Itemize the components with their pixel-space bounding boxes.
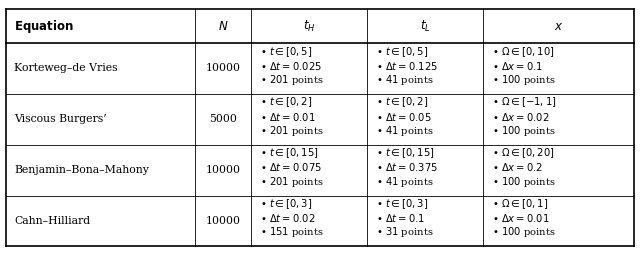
Text: • $\Delta x = 0.2$: • $\Delta x = 0.2$: [492, 161, 542, 173]
Text: • $201$ points: • $201$ points: [260, 124, 324, 138]
Text: • $t \in [0, 15]$: • $t \in [0, 15]$: [260, 147, 319, 160]
Text: • $201$ points: • $201$ points: [260, 73, 324, 87]
Text: 10000: 10000: [205, 64, 240, 73]
Text: 10000: 10000: [205, 216, 240, 226]
Text: 10000: 10000: [205, 165, 240, 175]
Text: • $t \in [0, 3]$: • $t \in [0, 3]$: [376, 197, 428, 211]
Text: • $\Delta t = 0.1$: • $\Delta t = 0.1$: [376, 212, 425, 224]
Text: • $t \in [0, 5]$: • $t \in [0, 5]$: [376, 45, 428, 59]
Text: • $100$ points: • $100$ points: [492, 124, 556, 138]
Text: • $31$ points: • $31$ points: [376, 226, 433, 239]
Text: • $\Delta t = 0.05$: • $\Delta t = 0.05$: [376, 111, 431, 123]
Text: $N$: $N$: [218, 20, 228, 33]
Text: • $t \in [0, 3]$: • $t \in [0, 3]$: [260, 197, 312, 211]
Text: • $\Delta t = 0.125$: • $\Delta t = 0.125$: [376, 60, 438, 72]
Text: • $41$ points: • $41$ points: [376, 73, 433, 87]
Text: • $t \in [0, 15]$: • $t \in [0, 15]$: [376, 147, 435, 160]
Text: • $\Omega \in [-1, 1]$: • $\Omega \in [-1, 1]$: [492, 96, 556, 109]
Text: • $t \in [0, 5]$: • $t \in [0, 5]$: [260, 45, 312, 59]
Text: $t_H$: $t_H$: [303, 19, 316, 34]
Text: • $\Delta t = 0.075$: • $\Delta t = 0.075$: [260, 161, 322, 173]
Text: • $41$ points: • $41$ points: [376, 174, 433, 189]
Text: • $\Delta x = 0.01$: • $\Delta x = 0.01$: [492, 212, 549, 224]
Text: • $\Delta t = 0.02$: • $\Delta t = 0.02$: [260, 212, 315, 224]
Text: $t_L$: $t_L$: [420, 19, 431, 34]
Text: • $151$ points: • $151$ points: [260, 226, 324, 239]
Text: • $\Delta x = 0.1$: • $\Delta x = 0.1$: [492, 60, 543, 72]
Text: Korteweg–de Vries: Korteweg–de Vries: [14, 64, 118, 73]
Text: • $\Delta t = 0.375$: • $\Delta t = 0.375$: [376, 161, 438, 173]
Text: • $\Delta t = 0.01$: • $\Delta t = 0.01$: [260, 111, 316, 123]
Text: $\mathbf{Equation}$: $\mathbf{Equation}$: [14, 18, 74, 35]
Text: 5000: 5000: [209, 114, 237, 124]
Text: • $100$ points: • $100$ points: [492, 226, 556, 239]
Text: • $t \in [0, 2]$: • $t \in [0, 2]$: [376, 96, 428, 109]
Text: • $\Omega \in [0, 20]$: • $\Omega \in [0, 20]$: [492, 147, 554, 160]
Text: $x$: $x$: [554, 20, 563, 33]
Text: • $\Delta x = 0.02$: • $\Delta x = 0.02$: [492, 111, 549, 123]
Text: Benjamin–Bona–Mahony: Benjamin–Bona–Mahony: [14, 165, 149, 175]
Text: • $\Delta t = 0.025$: • $\Delta t = 0.025$: [260, 60, 322, 72]
Text: • $\Omega \in [0, 1]$: • $\Omega \in [0, 1]$: [492, 197, 548, 211]
Text: • $201$ points: • $201$ points: [260, 174, 324, 189]
Text: • $\Omega \in [0, 10]$: • $\Omega \in [0, 10]$: [492, 45, 554, 59]
Text: Cahn–Hilliard: Cahn–Hilliard: [14, 216, 90, 226]
Text: Viscous Burgers’: Viscous Burgers’: [14, 114, 106, 124]
Text: • $100$ points: • $100$ points: [492, 73, 556, 87]
Text: • $41$ points: • $41$ points: [376, 124, 433, 138]
Text: • $t \in [0, 2]$: • $t \in [0, 2]$: [260, 96, 312, 109]
Text: • $100$ points: • $100$ points: [492, 174, 556, 189]
